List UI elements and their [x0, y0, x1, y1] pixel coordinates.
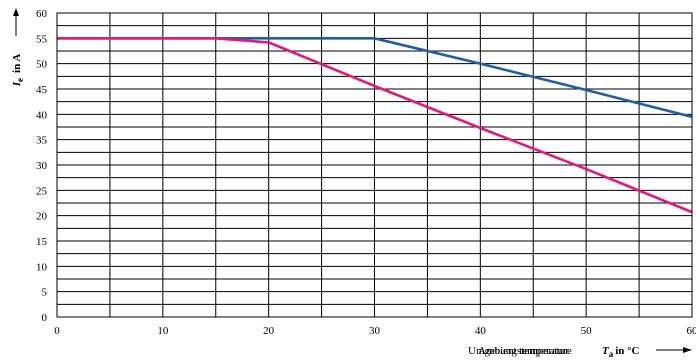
y-axis-symbol-sub: e [15, 78, 25, 82]
x-tick-labels: 0 10 20 30 40 50 60 [54, 325, 696, 337]
y-tick-label: 40 [36, 109, 48, 121]
y-tick-label: 0 [42, 312, 48, 324]
y-axis-unit: in A [11, 54, 23, 73]
y-tick-label: 10 [36, 261, 48, 273]
y-tick-label: 35 [36, 135, 48, 147]
x-tick-label: 10 [157, 325, 169, 337]
y-tick-label: 60 [36, 8, 48, 20]
x-tick-label: 50 [581, 325, 593, 337]
x-axis-label-de: Umgebungstemperatur [468, 345, 569, 357]
x-axis-arrow-head [683, 347, 692, 353]
y-tick-label: 5 [42, 287, 48, 299]
y-axis-symbol: I [11, 81, 23, 87]
svg-text:Iein A: Ie in A [11, 54, 25, 88]
x-tick-label: 20 [263, 325, 275, 337]
y-tick-label: 50 [36, 59, 48, 71]
x-tick-label: 60 [687, 325, 696, 337]
y-tick-label: 30 [36, 160, 48, 172]
x-axis-label-en: Ambient temperature [478, 345, 572, 357]
series-layer [57, 37, 693, 214]
y-axis-label: Ie in A [11, 54, 25, 88]
x-axis-unit: in °C [615, 345, 639, 357]
x-axis-label: Umgebungstemperatur Ambient temperature … [468, 345, 640, 359]
y-axis-arrow-head [13, 8, 19, 16]
y-tick-label: 20 [36, 211, 48, 223]
y-tick-labels: 0 5 10 15 20 25 30 35 40 45 50 55 60 [36, 8, 48, 324]
series-line-2 [57, 37, 693, 214]
x-tick-label: 40 [475, 325, 487, 337]
y-tick-label: 45 [36, 84, 48, 96]
x-axis-symbol: T [602, 345, 610, 357]
plot-frame [56, 12, 693, 318]
y-tick-label: 25 [36, 185, 48, 197]
x-tick-label: 30 [369, 325, 381, 337]
y-tick-label: 55 [36, 33, 48, 45]
y-tick-label: 15 [36, 236, 48, 248]
x-tick-label: 0 [54, 325, 60, 337]
x-axis-symbol-sub: a [609, 349, 614, 359]
